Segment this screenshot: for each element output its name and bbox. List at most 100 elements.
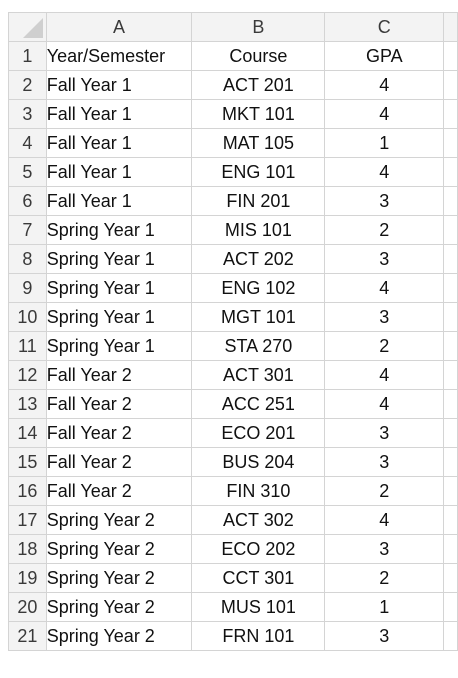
column-header-next[interactable] [443, 12, 458, 42]
cell-empty[interactable] [443, 244, 458, 274]
cell-course[interactable]: MKT 101 [191, 99, 326, 129]
cell-course[interactable]: ACC 251 [191, 389, 326, 419]
cell-course[interactable]: ECO 202 [191, 534, 326, 564]
cell-empty[interactable] [443, 476, 458, 506]
row-header[interactable]: 14 [8, 418, 47, 448]
cell-gpa[interactable]: 2 [324, 476, 445, 506]
cell-empty[interactable] [443, 592, 458, 622]
row-header[interactable]: 9 [8, 273, 47, 303]
cell-gpa[interactable]: GPA [324, 41, 445, 71]
cell-gpa[interactable]: 3 [324, 418, 445, 448]
cell-year-semester[interactable]: Fall Year 1 [45, 128, 193, 158]
row-header[interactable]: 3 [8, 99, 47, 129]
cell-year-semester[interactable]: Fall Year 1 [45, 99, 193, 129]
cell-empty[interactable] [443, 331, 458, 361]
cell-empty[interactable] [443, 447, 458, 477]
cell-year-semester[interactable]: Fall Year 2 [45, 360, 193, 390]
cell-empty[interactable] [443, 360, 458, 390]
cell-year-semester[interactable]: Spring Year 2 [45, 621, 193, 651]
cell-year-semester[interactable]: Fall Year 1 [45, 186, 193, 216]
cell-gpa[interactable]: 3 [324, 186, 445, 216]
row-header[interactable]: 2 [8, 70, 47, 100]
cell-course[interactable]: ACT 201 [191, 70, 326, 100]
cell-gpa[interactable]: 4 [324, 505, 445, 535]
row-header[interactable]: 18 [8, 534, 47, 564]
cell-empty[interactable] [443, 389, 458, 419]
column-header-a[interactable]: A [45, 12, 193, 42]
cell-course[interactable]: MIS 101 [191, 215, 326, 245]
cell-empty[interactable] [443, 418, 458, 448]
cell-course[interactable]: ACT 202 [191, 244, 326, 274]
cell-gpa[interactable]: 3 [324, 621, 445, 651]
cell-course[interactable]: ENG 102 [191, 273, 326, 303]
cell-empty[interactable] [443, 273, 458, 303]
cell-course[interactable]: CCT 301 [191, 563, 326, 593]
cell-gpa[interactable]: 3 [324, 244, 445, 274]
cell-empty[interactable] [443, 186, 458, 216]
cell-course[interactable]: FRN 101 [191, 621, 326, 651]
cell-gpa[interactable]: 4 [324, 273, 445, 303]
cell-year-semester[interactable]: Fall Year 2 [45, 389, 193, 419]
row-header[interactable]: 1 [8, 41, 47, 71]
cell-year-semester[interactable]: Fall Year 1 [45, 157, 193, 187]
cell-year-semester[interactable]: Fall Year 1 [45, 70, 193, 100]
cell-empty[interactable] [443, 534, 458, 564]
cell-year-semester[interactable]: Spring Year 1 [45, 273, 193, 303]
cell-year-semester[interactable]: Spring Year 2 [45, 534, 193, 564]
row-header[interactable]: 8 [8, 244, 47, 274]
cell-year-semester[interactable]: Spring Year 1 [45, 302, 193, 332]
row-header[interactable]: 16 [8, 476, 47, 506]
cell-year-semester[interactable]: Spring Year 2 [45, 505, 193, 535]
row-header[interactable]: 19 [8, 563, 47, 593]
cell-gpa[interactable]: 3 [324, 302, 445, 332]
select-all-corner[interactable] [8, 12, 47, 42]
row-header[interactable]: 17 [8, 505, 47, 535]
cell-empty[interactable] [443, 563, 458, 593]
row-header[interactable]: 5 [8, 157, 47, 187]
cell-year-semester[interactable]: Spring Year 2 [45, 592, 193, 622]
cell-year-semester[interactable]: Fall Year 2 [45, 418, 193, 448]
row-header[interactable]: 4 [8, 128, 47, 158]
cell-course[interactable]: ACT 302 [191, 505, 326, 535]
row-header[interactable]: 21 [8, 621, 47, 651]
cell-gpa[interactable]: 1 [324, 592, 445, 622]
row-header[interactable]: 13 [8, 389, 47, 419]
cell-year-semester[interactable]: Spring Year 2 [45, 563, 193, 593]
row-header[interactable]: 6 [8, 186, 47, 216]
cell-empty[interactable] [443, 70, 458, 100]
cell-year-semester[interactable]: Fall Year 2 [45, 447, 193, 477]
cell-course[interactable]: ENG 101 [191, 157, 326, 187]
cell-year-semester[interactable]: Spring Year 1 [45, 331, 193, 361]
cell-course[interactable]: BUS 204 [191, 447, 326, 477]
cell-empty[interactable] [443, 505, 458, 535]
cell-empty[interactable] [443, 41, 458, 71]
cell-gpa[interactable]: 2 [324, 215, 445, 245]
cell-gpa[interactable]: 2 [324, 563, 445, 593]
cell-course[interactable]: ACT 301 [191, 360, 326, 390]
row-header[interactable]: 12 [8, 360, 47, 390]
cell-empty[interactable] [443, 621, 458, 651]
cell-empty[interactable] [443, 128, 458, 158]
row-header[interactable]: 10 [8, 302, 47, 332]
cell-gpa[interactable]: 4 [324, 360, 445, 390]
cell-course[interactable]: Course [191, 41, 326, 71]
cell-course[interactable]: STA 270 [191, 331, 326, 361]
cell-gpa[interactable]: 3 [324, 447, 445, 477]
cell-gpa[interactable]: 4 [324, 70, 445, 100]
row-header[interactable]: 15 [8, 447, 47, 477]
cell-empty[interactable] [443, 302, 458, 332]
cell-gpa[interactable]: 3 [324, 534, 445, 564]
cell-year-semester[interactable]: Spring Year 1 [45, 244, 193, 274]
cell-course[interactable]: FIN 310 [191, 476, 326, 506]
cell-empty[interactable] [443, 215, 458, 245]
row-header[interactable]: 11 [8, 331, 47, 361]
cell-course[interactable]: MUS 101 [191, 592, 326, 622]
cell-empty[interactable] [443, 157, 458, 187]
cell-gpa[interactable]: 1 [324, 128, 445, 158]
cell-course[interactable]: ECO 201 [191, 418, 326, 448]
cell-gpa[interactable]: 4 [324, 99, 445, 129]
cell-gpa[interactable]: 2 [324, 331, 445, 361]
cell-gpa[interactable]: 4 [324, 389, 445, 419]
cell-empty[interactable] [443, 99, 458, 129]
column-header-c[interactable]: C [324, 12, 445, 42]
